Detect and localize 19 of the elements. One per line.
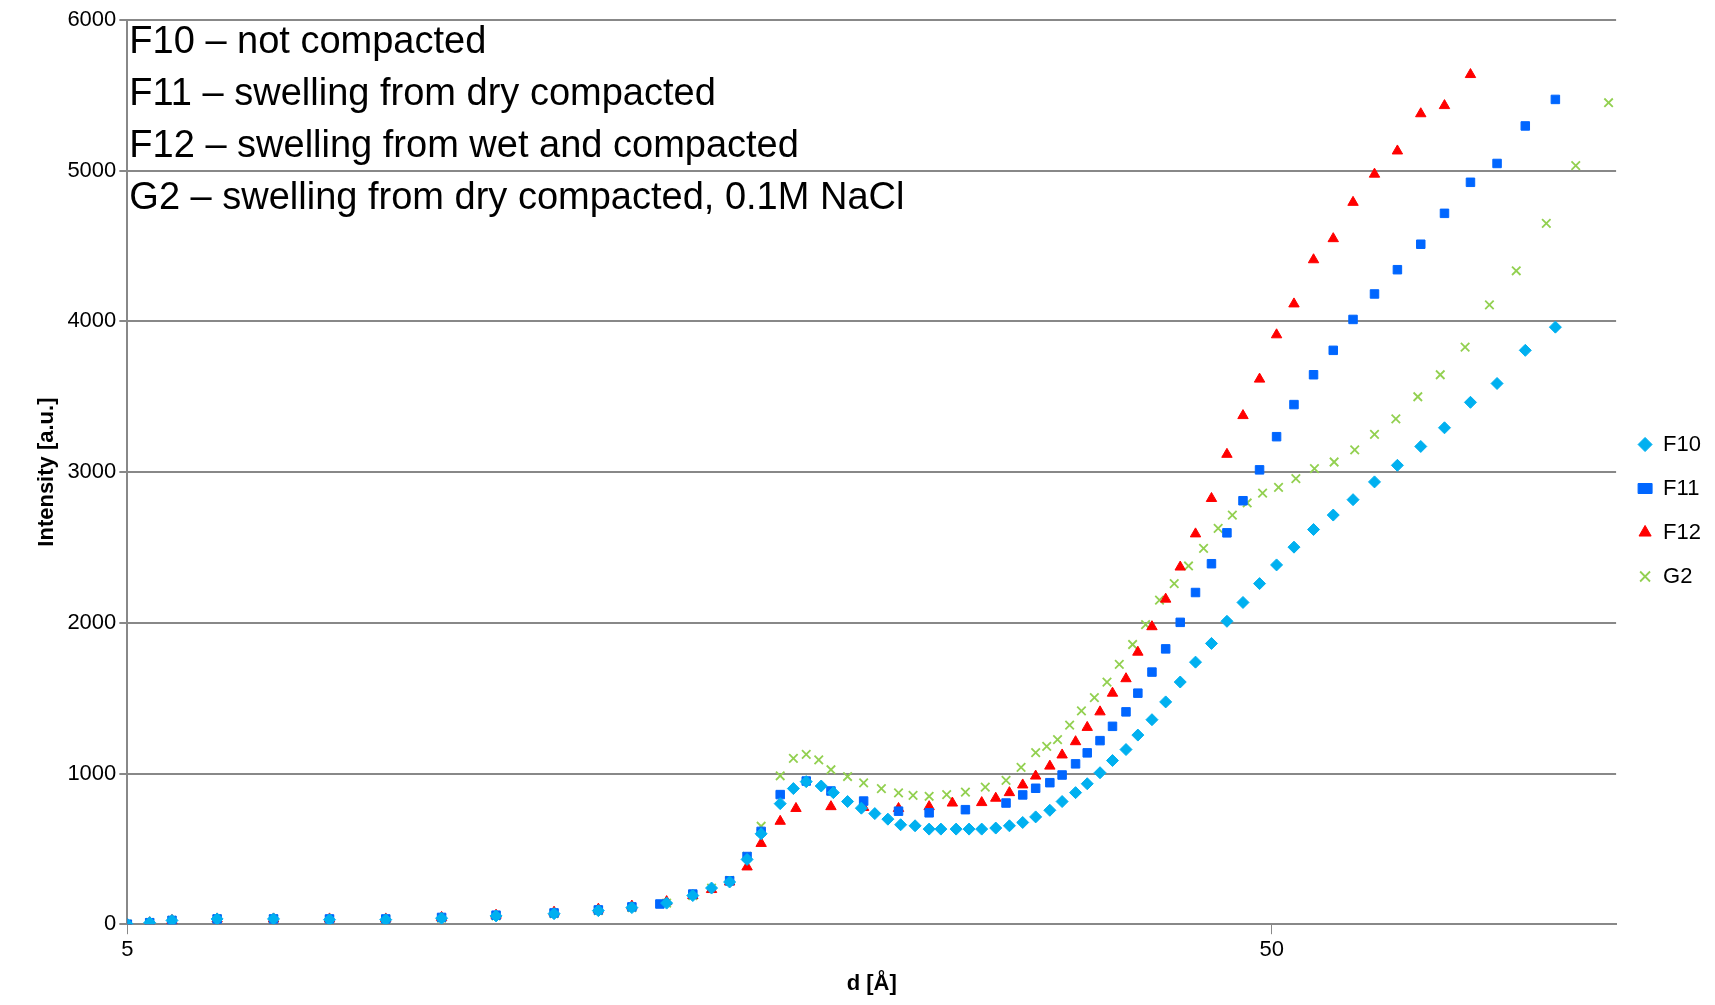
y-tick-label: 5000: [67, 156, 117, 182]
legend-label: G2: [1663, 562, 1693, 588]
legend-label: F12: [1663, 518, 1702, 544]
y-tick-label: 0: [104, 910, 117, 936]
y-axis-title: Intensity [a.u.]: [33, 397, 59, 547]
x-tick-label: 50: [1259, 936, 1284, 962]
legend-label: F10: [1663, 430, 1702, 456]
y-tick-label: 4000: [67, 307, 117, 333]
y-tick-label: 6000: [67, 6, 117, 32]
x-tick-label: 5: [121, 936, 134, 962]
annotation: F12 – swelling from wet and compacted: [129, 123, 799, 166]
annotation: G2 – swelling from dry compacted, 0.1M NaCl: [129, 175, 905, 218]
annotation: F11 – swelling from dry compacted: [129, 71, 716, 114]
legend-label: F11: [1663, 474, 1700, 500]
x-axis-title: d [Å]: [846, 968, 897, 995]
y-tick-label: 3000: [67, 458, 117, 484]
annotation: F10 – not compacted: [129, 19, 487, 62]
y-tick-label: 2000: [67, 608, 117, 634]
y-tick-label: 1000: [67, 759, 117, 785]
